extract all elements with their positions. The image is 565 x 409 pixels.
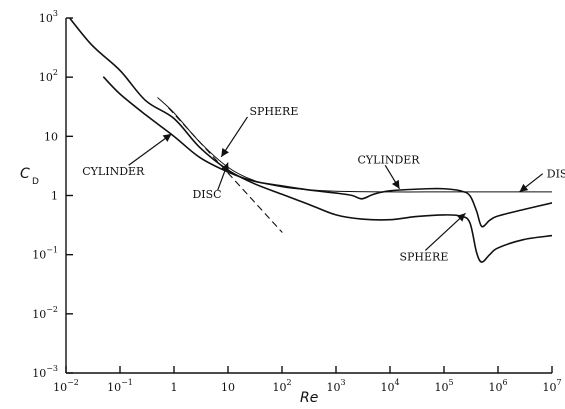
y-axis-label-sub: D xyxy=(32,177,39,187)
x-tick-label-9: 107 xyxy=(542,378,561,394)
y-tick-label-4: 10−1 xyxy=(32,246,58,262)
annotation-layer: SPHERE CYLINDER DISC CYLINDER DISC SPHERE xyxy=(82,105,565,263)
annotation-arrow-0 xyxy=(220,116,248,158)
x-tick-label-5: 103 xyxy=(326,378,345,394)
annotation-arrow-5 xyxy=(424,212,466,251)
ticks-layer xyxy=(65,17,553,374)
axes-layer xyxy=(65,18,552,374)
y-tick-label-2: 10 xyxy=(44,130,58,143)
x-tick-label-7: 105 xyxy=(434,378,453,394)
x-tick-label-6: 104 xyxy=(380,378,399,394)
x-tick-label-2: 1 xyxy=(171,381,178,394)
axis-labels: C D Re xyxy=(20,166,318,406)
annotation-label-3: CYLINDER xyxy=(357,153,420,166)
x-tick-label-8: 106 xyxy=(488,378,507,394)
annotation-label-1: CYLINDER xyxy=(82,165,145,178)
annotation-arrow-2 xyxy=(217,162,229,191)
x-tick-label-4: 102 xyxy=(272,378,291,394)
x-tick-label-1: 10−1 xyxy=(107,378,133,394)
annotation-label-2: DISC xyxy=(192,188,221,201)
annotation-arrow-3 xyxy=(384,164,401,190)
x-axis-label: Re xyxy=(300,390,318,406)
series-stokes xyxy=(168,107,283,233)
annotation-label-0: SPHERE xyxy=(249,105,298,118)
series-disc xyxy=(157,97,552,193)
series-cylinder xyxy=(102,76,552,228)
annotation-arrow-1 xyxy=(128,133,172,166)
y-axis-label: C xyxy=(20,166,30,182)
x-tick-label-0: 10−2 xyxy=(53,378,79,394)
y-tick-label-5: 10−2 xyxy=(32,305,58,321)
x-tick-label-3: 10 xyxy=(221,381,235,394)
annotation-arrow-4 xyxy=(519,173,544,193)
tick-labels-layer: 10−2 10−1 1 10 102 103 104 105 106 10710310210110… xyxy=(32,9,561,394)
y-tick-label-0: 103 xyxy=(39,9,58,25)
y-tick-label-6: 10−3 xyxy=(32,364,58,380)
annotation-label-4: DISC xyxy=(547,168,565,181)
series-sphere xyxy=(68,18,552,263)
y-tick-label-1: 102 xyxy=(39,68,58,84)
annotation-label-5: SPHERE xyxy=(400,250,449,263)
y-tick-label-3: 1 xyxy=(51,190,58,203)
curves-layer xyxy=(68,18,552,263)
